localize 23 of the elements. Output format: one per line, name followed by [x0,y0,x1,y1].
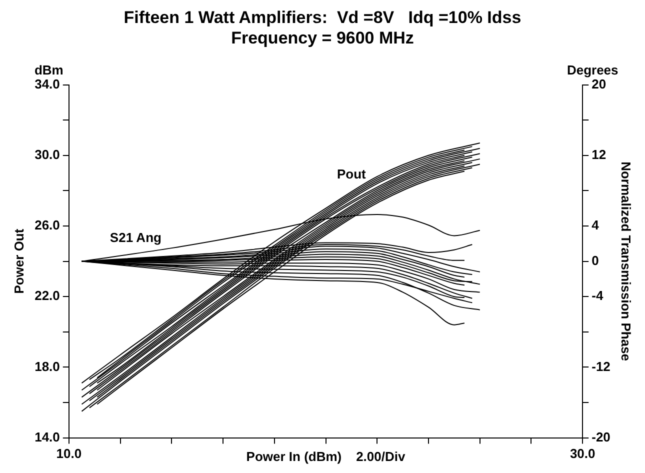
text: Degrees [566,62,618,78]
x-axis-title: Power In (dBm) 2.00/Div [246,448,406,464]
y-tick-label: 30.0 [34,146,60,162]
y-tick-label: 14.0 [34,429,60,444]
y-tick-label: 22.0 [34,288,60,304]
y2-tick-label: 20 [592,76,606,92]
y2-tick-label: -20 [592,429,610,444]
annotation: Pout [336,166,367,182]
annotation: S21 Ang [110,230,162,245]
y2-axis-title: Normalized Transmission Phase [618,162,634,362]
y2-tick-label: -4 [592,288,604,304]
y-tick-label: 26.0 [34,218,60,233]
y-tick-label: 34.0 [34,76,60,92]
y2-tick-label: -12 [592,358,610,374]
y-axis-title: Power Out [11,228,26,294]
y2-tick-label: 12 [592,146,606,162]
chart-title: Fifteen 1 Watt Amplifiers: Vd =8V Idq =10% Idss [124,8,522,27]
text: dBm [34,62,64,78]
y2-tick-label: 0 [592,252,599,268]
y2-tick-label: 4 [592,218,600,233]
x-tick-label: 10.0 [56,446,82,462]
chart-subtitle: Frequency = 9600 MHz [231,28,414,48]
y-tick-label: 18.0 [34,358,60,374]
